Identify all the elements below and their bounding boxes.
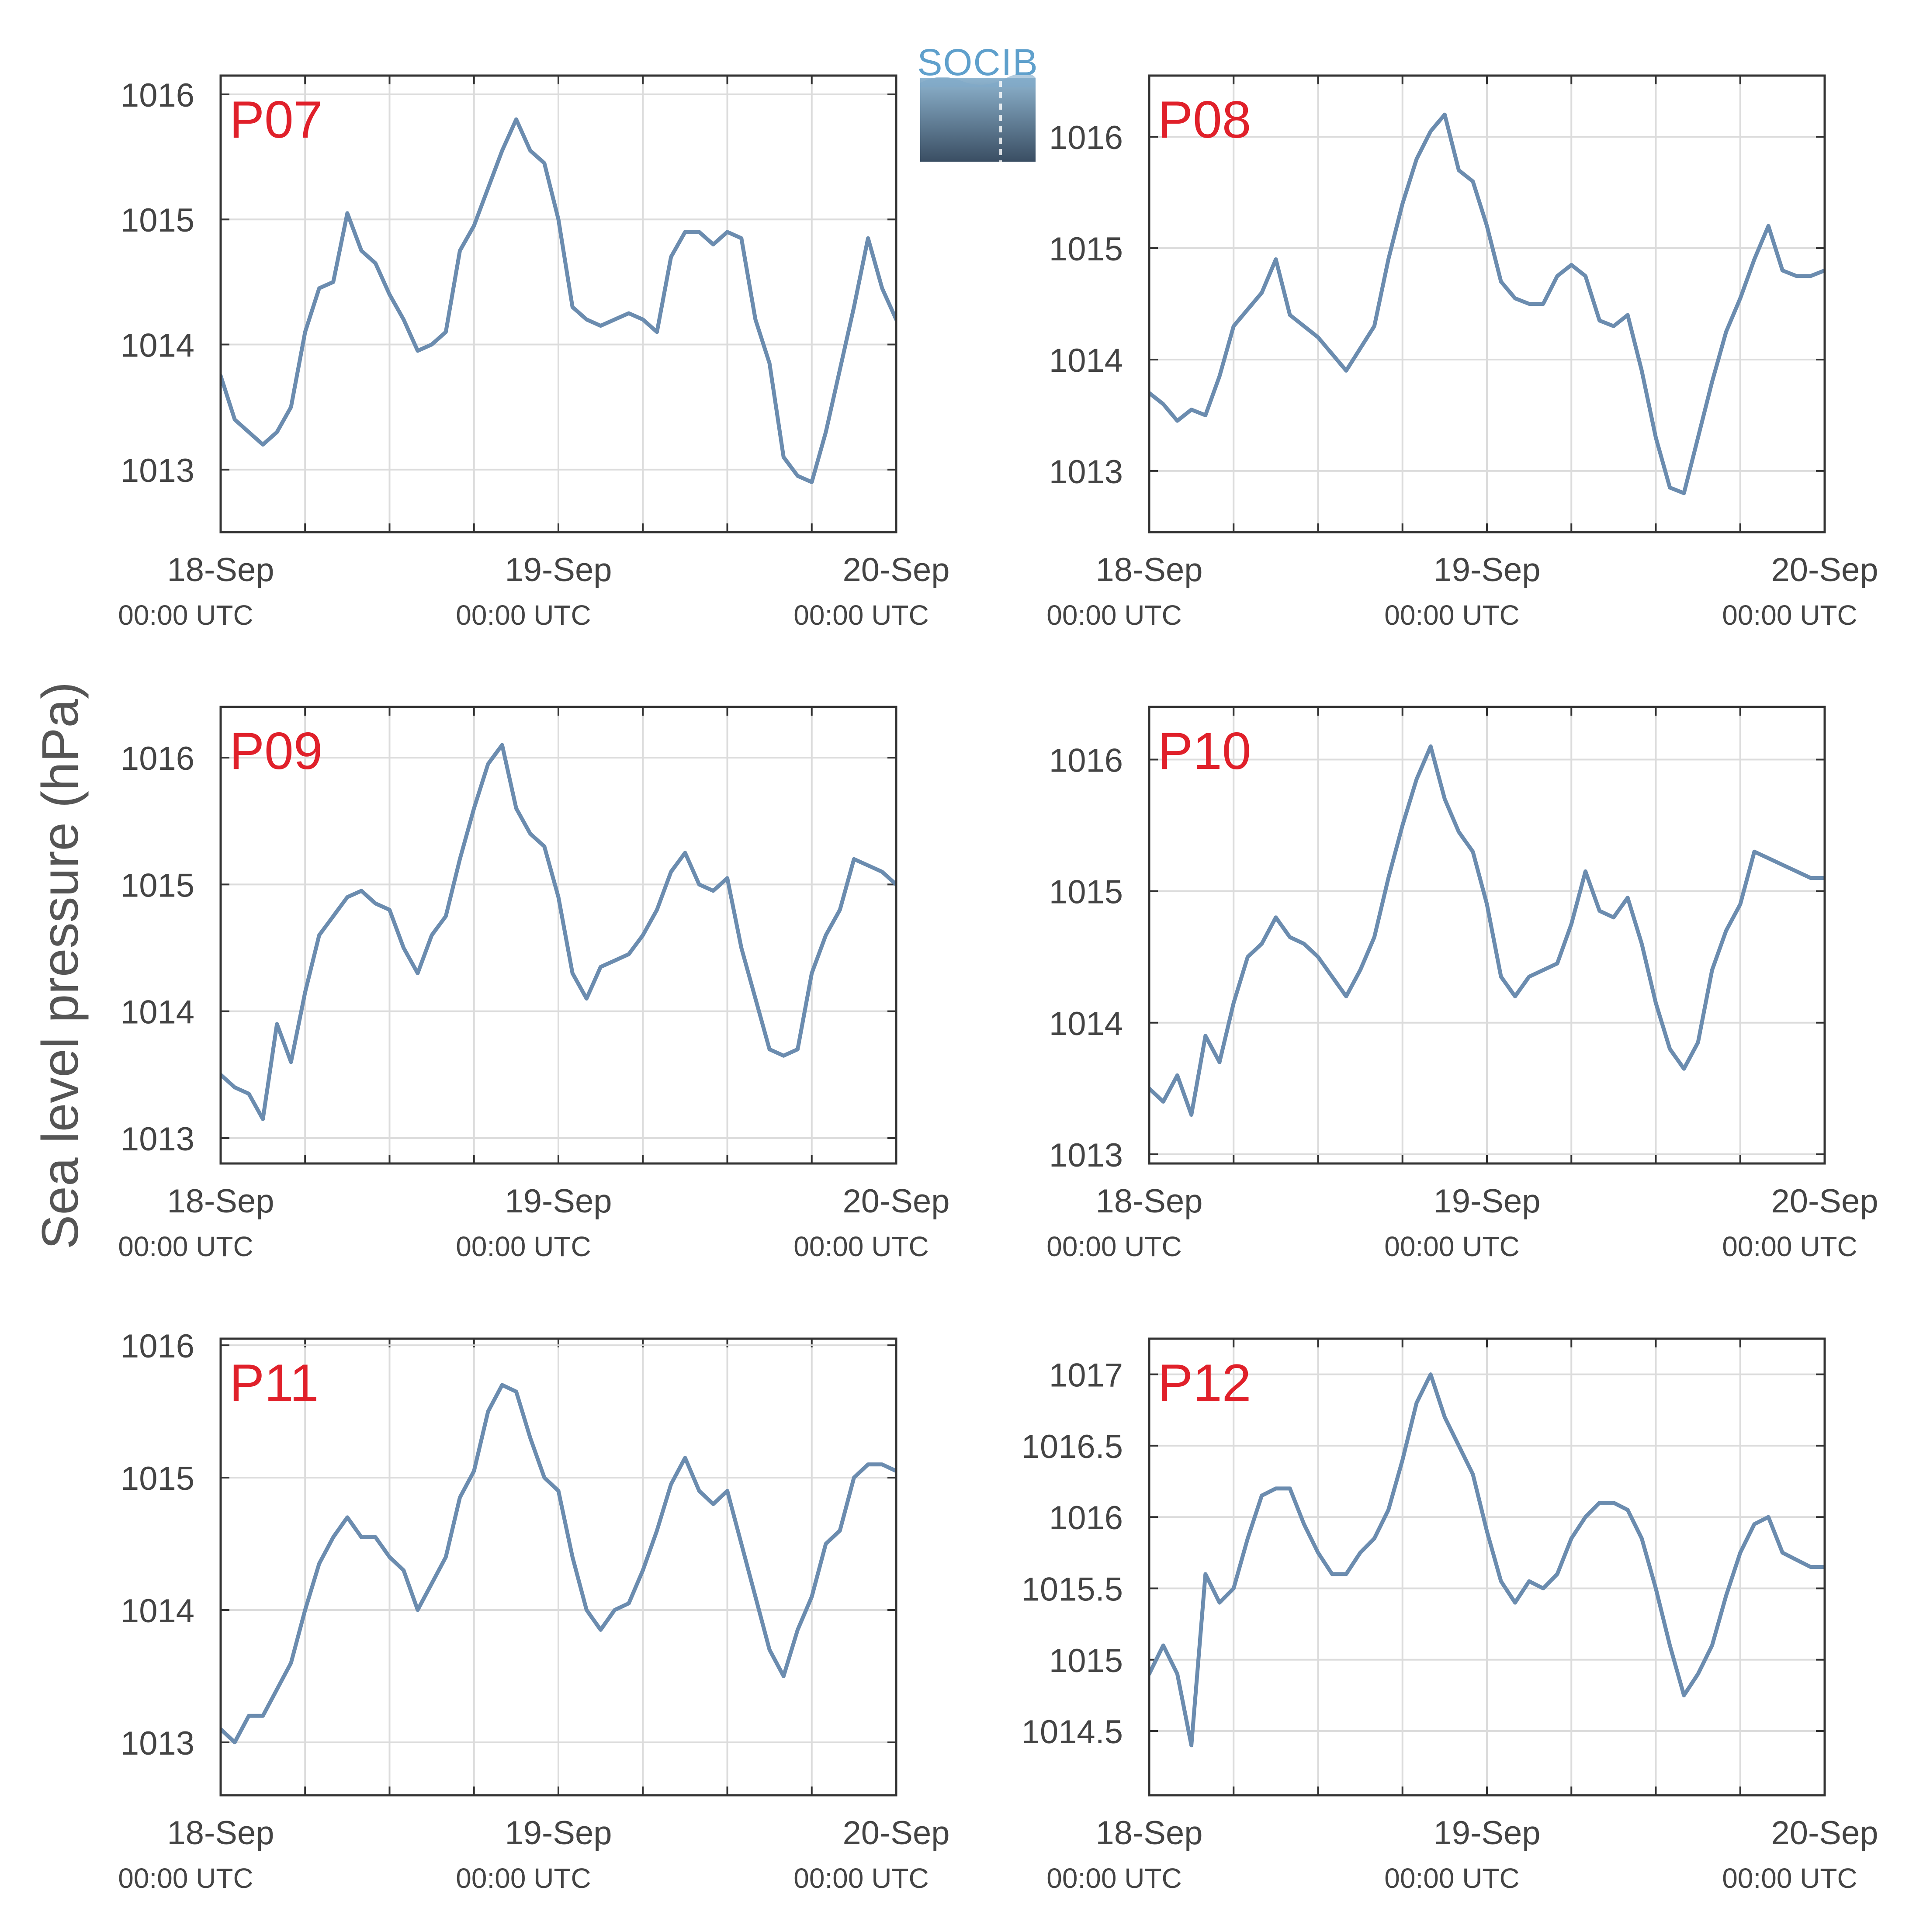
axes-frame — [219, 1337, 897, 1797]
y-tick-label: 1013 — [1049, 1137, 1123, 1174]
y-tick-label: 1016 — [121, 77, 194, 114]
y-tick-label: 1015.5 — [1022, 1571, 1123, 1608]
x-tick-label-time: 00:00 UTC — [1722, 1863, 1857, 1894]
socib-logo-water — [920, 78, 1036, 162]
y-tick-label: 1015 — [1049, 231, 1123, 268]
station-label: P07 — [229, 90, 323, 149]
y-tick-label: 1016 — [121, 740, 194, 777]
shared-y-axis-label: Sea level pressure (hPa) — [31, 682, 89, 1250]
pressure-series-line — [221, 1383, 896, 1745]
socib-logo-wave — [920, 73, 1036, 87]
y-tick-label: 1015 — [121, 867, 194, 904]
y-tick-label: 1016 — [1049, 742, 1123, 779]
x-tick-label-date: 18-Sep — [167, 1814, 274, 1852]
y-tick-label: 1015 — [121, 1460, 194, 1497]
y-tick-label: 1013 — [1049, 454, 1123, 491]
x-tick-label-date: 19-Sep — [505, 1814, 612, 1852]
axes-frame — [219, 74, 897, 533]
chart-panel-p10: 1013 1014 1015 1016 18-Sep 00:00 UTC 19-Sep 00:… — [1046, 706, 1878, 1262]
pressure-series-line — [1149, 112, 1825, 495]
panels: 1013 1014 1015 1016 18-Sep 00:00 UTC 19-Sep 00:… — [118, 74, 1878, 1894]
y-tick-label: 1015 — [1049, 874, 1123, 911]
x-tick-label-date: 18-Sep — [167, 1183, 274, 1220]
x-tick-label-time: 00:00 UTC — [1384, 1231, 1519, 1262]
x-tick-label-date: 20-Sep — [842, 551, 949, 589]
y-tick-label: 1016 — [1049, 119, 1123, 156]
x-tick-label-date: 18-Sep — [1095, 1814, 1202, 1852]
y-tick-label: 1015 — [121, 202, 194, 239]
x-tick-label-time: 00:00 UTC — [793, 1231, 929, 1262]
x-tick-label-time: 00:00 UTC — [1046, 1863, 1181, 1894]
station-label: P09 — [229, 722, 323, 780]
chart-panel-p11: 1013 1014 1015 1016 18-Sep 00:00 UTC 19-Sep 00:… — [118, 1328, 949, 1894]
y-tick-label: 1017 — [1049, 1357, 1123, 1394]
y-tick-label: 1014 — [121, 327, 194, 364]
y-tick-label: 1014 — [1049, 342, 1123, 379]
y-tick-label: 1014 — [121, 994, 194, 1031]
x-tick-label-time: 00:00 UTC — [1722, 599, 1857, 631]
x-tick-label-time: 00:00 UTC — [1722, 1231, 1857, 1262]
y-tick-label: 1013 — [121, 1121, 194, 1158]
x-tick-label-date: 19-Sep — [1433, 551, 1540, 589]
pressure-series-line — [221, 743, 896, 1121]
station-label: P12 — [1158, 1354, 1251, 1412]
x-tick-label-time: 00:00 UTC — [118, 1863, 253, 1894]
chart-panel-p07: 1013 1014 1015 1016 18-Sep 00:00 UTC 19-Sep 00:… — [118, 74, 950, 631]
x-tick-label-date: 19-Sep — [1433, 1183, 1540, 1220]
x-tick-label-date: 20-Sep — [1771, 1183, 1878, 1220]
pressure-series-line — [1149, 744, 1825, 1117]
y-tick-label: 1016.5 — [1022, 1428, 1123, 1465]
pressure-series-line — [1149, 1372, 1825, 1748]
x-tick-label-date: 18-Sep — [1095, 1183, 1202, 1220]
x-tick-label-time: 00:00 UTC — [793, 1863, 929, 1894]
socib-logo: SOCIB — [917, 42, 1039, 162]
y-tick-label: 1013 — [121, 1725, 194, 1762]
axes-frame — [1148, 706, 1826, 1165]
chart-panel-p08: 1013 1014 1015 1016 18-Sep 00:00 UTC 19-Sep 00:… — [1046, 74, 1878, 631]
x-tick-label-time: 00:00 UTC — [456, 1231, 591, 1262]
y-tick-label: 1014 — [1049, 1005, 1123, 1042]
x-tick-label-date: 19-Sep — [1433, 1814, 1540, 1852]
x-tick-label-time: 00:00 UTC — [456, 1863, 591, 1894]
axes-frame — [219, 706, 897, 1165]
y-tick-label: 1013 — [121, 452, 194, 489]
x-tick-label-time: 00:00 UTC — [793, 599, 929, 631]
chart-panel-p09: 1013 1014 1015 1016 18-Sep 00:00 UTC 19-Sep 00:… — [118, 706, 950, 1262]
station-label: P10 — [1158, 722, 1251, 780]
y-tick-label: 1016 — [121, 1328, 194, 1365]
x-tick-label-date: 18-Sep — [167, 551, 274, 589]
x-tick-label-time: 00:00 UTC — [1046, 1231, 1181, 1262]
x-tick-label-time: 00:00 UTC — [118, 599, 253, 631]
x-tick-label-time: 00:00 UTC — [118, 1231, 253, 1262]
station-label: P08 — [1158, 90, 1251, 149]
x-tick-label-date: 20-Sep — [1771, 551, 1878, 589]
x-tick-label-time: 00:00 UTC — [1384, 1863, 1519, 1894]
x-tick-label-date: 18-Sep — [1095, 551, 1202, 589]
y-tick-label: 1014.5 — [1022, 1714, 1123, 1751]
x-tick-label-date: 19-Sep — [505, 551, 612, 589]
y-tick-label: 1015 — [1049, 1642, 1123, 1679]
y-tick-label: 1016 — [1049, 1499, 1123, 1537]
y-tick-label: 1014 — [121, 1593, 194, 1630]
axes-frame — [1148, 74, 1826, 533]
pressure-series-line — [221, 117, 896, 484]
x-tick-label-time: 00:00 UTC — [1384, 599, 1519, 631]
axes-frame — [1148, 1337, 1826, 1797]
chart-panel-p12: 1014.5 1015 1015.5 1016 1016.5 1017 18-Sep 00:0… — [1022, 1337, 1878, 1894]
x-tick-label-date: 20-Sep — [1771, 1814, 1878, 1852]
x-tick-label-time: 00:00 UTC — [456, 599, 591, 631]
x-tick-label-date: 19-Sep — [505, 1183, 612, 1220]
x-tick-label-time: 00:00 UTC — [1046, 599, 1181, 631]
x-tick-label-date: 20-Sep — [842, 1814, 949, 1852]
x-tick-label-date: 20-Sep — [842, 1183, 949, 1220]
socib-logo-text: SOCIB — [917, 42, 1039, 83]
station-label: P11 — [229, 1354, 319, 1412]
